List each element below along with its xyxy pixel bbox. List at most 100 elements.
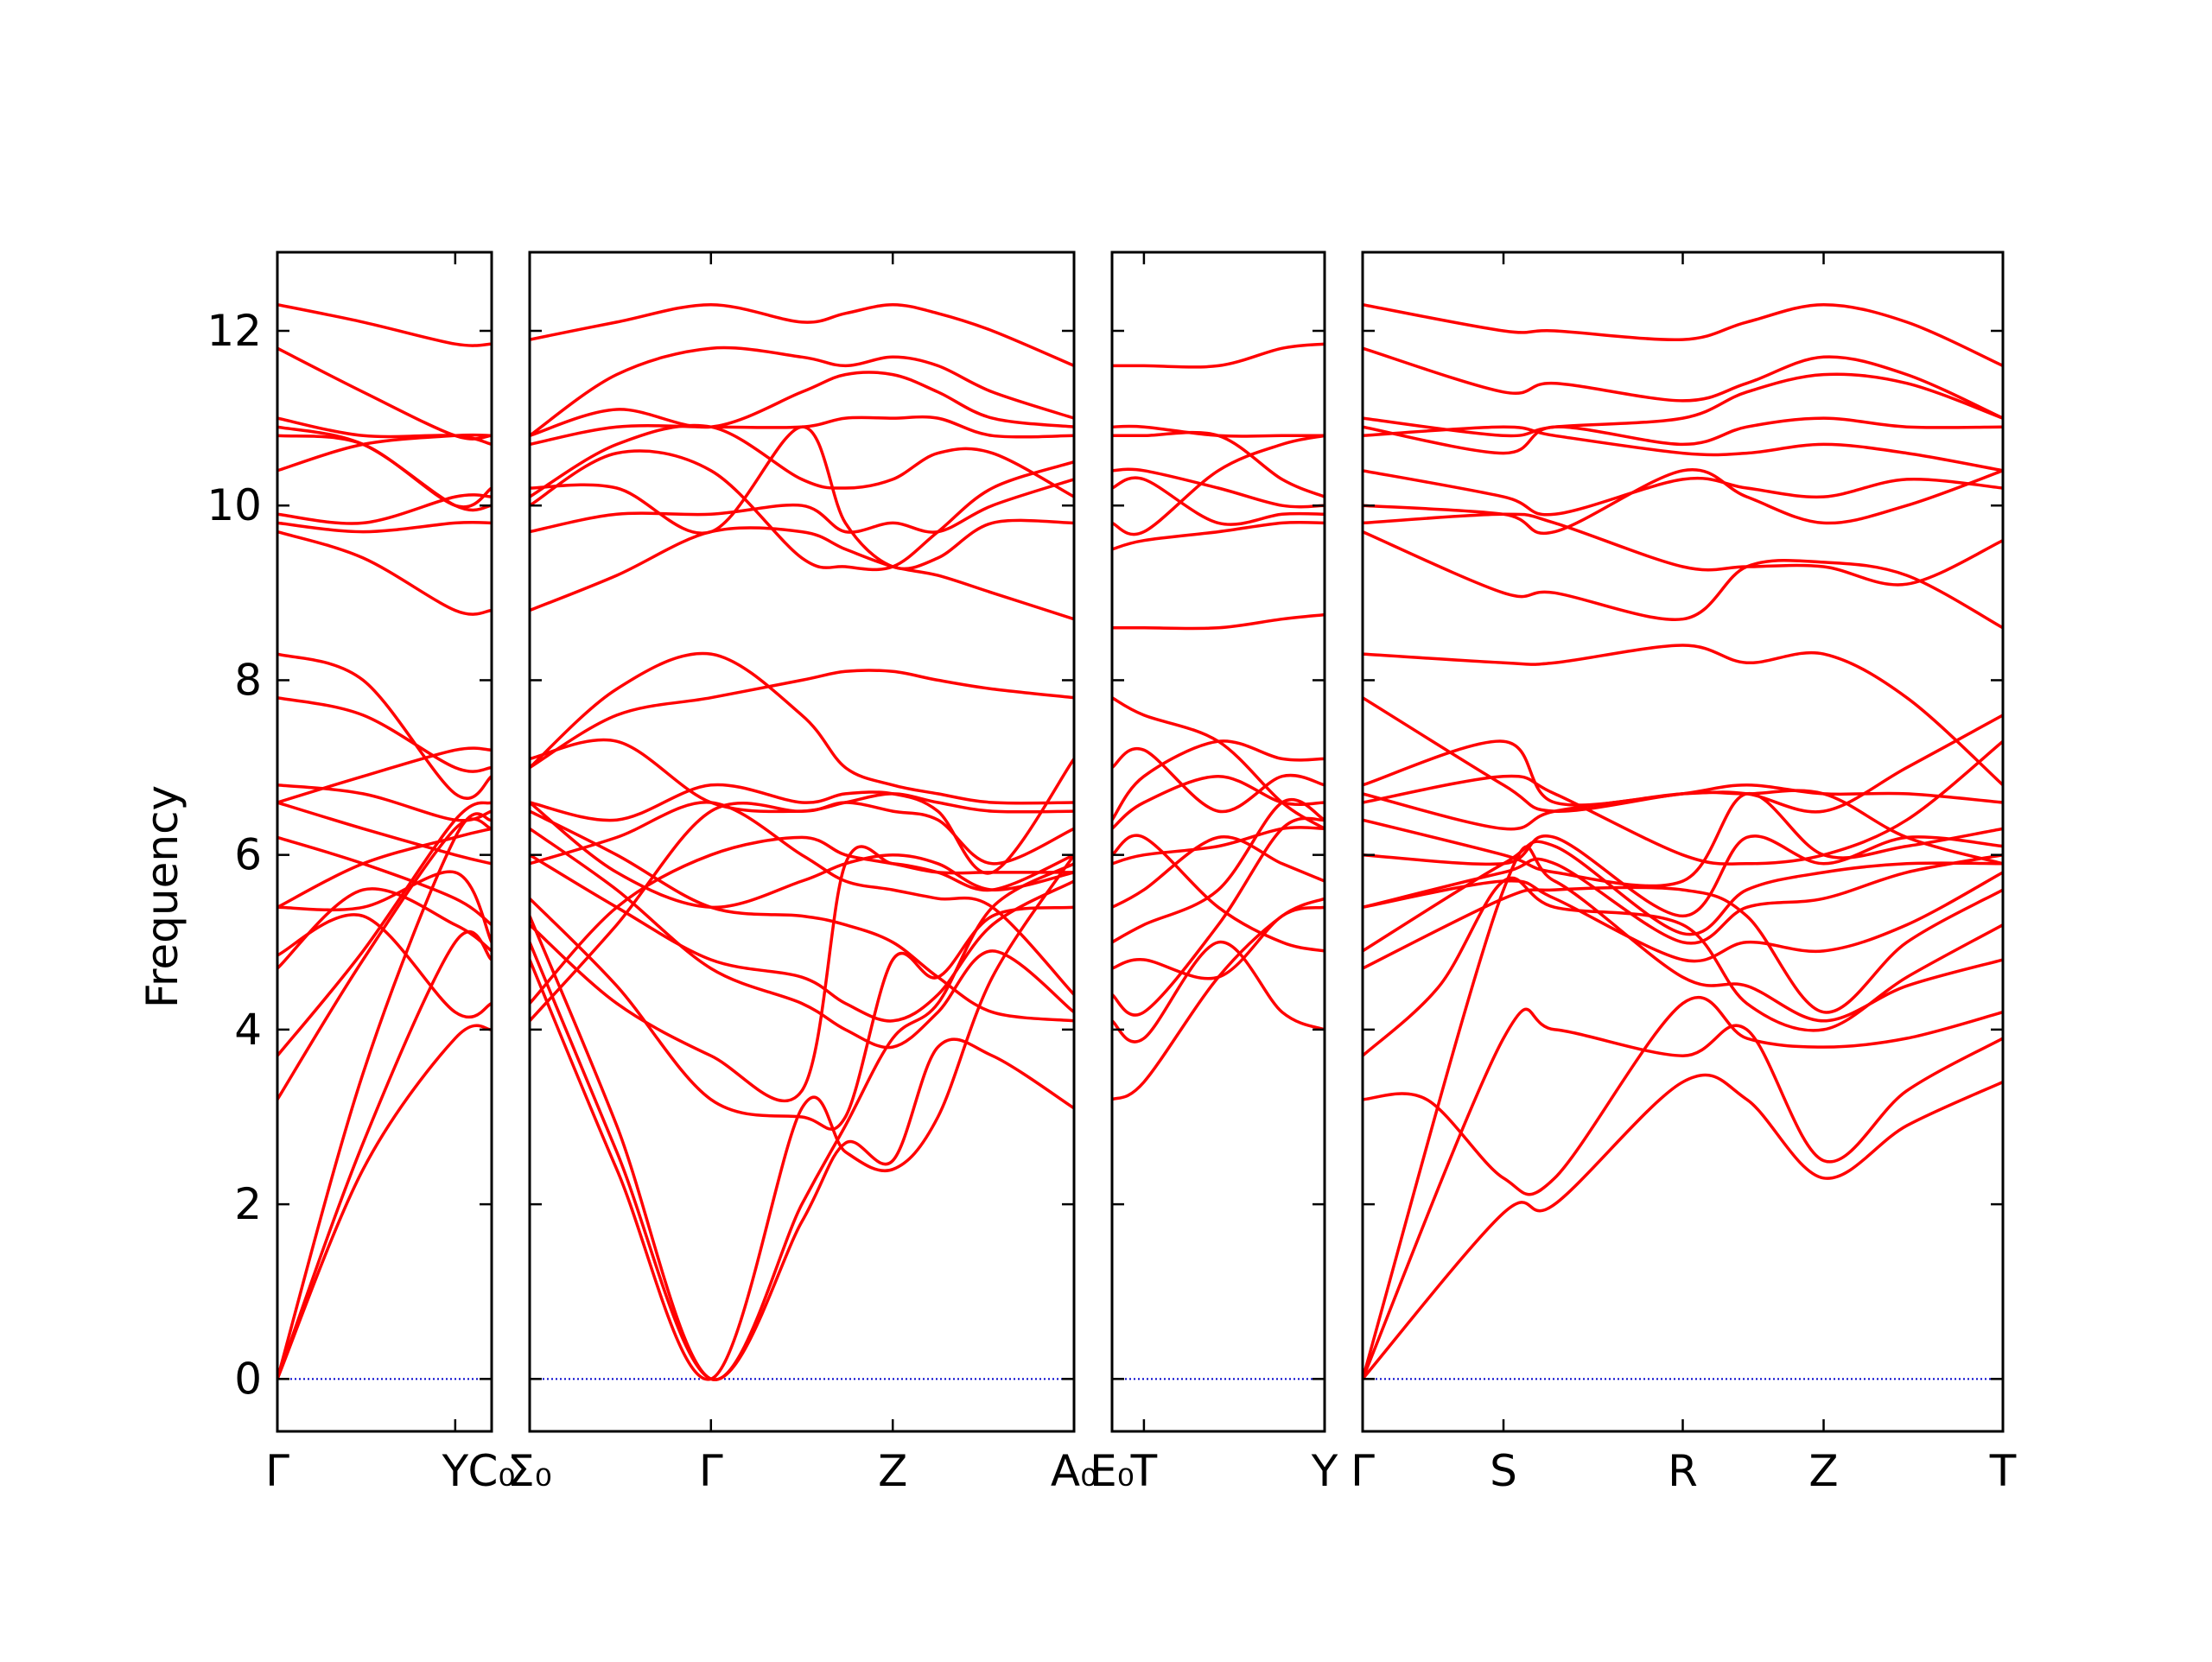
x-tick-label: T	[1989, 1446, 2017, 1496]
band-line	[277, 827, 492, 910]
band-line	[277, 346, 492, 441]
y-tick-label: 6	[234, 830, 262, 880]
band-line	[277, 433, 492, 473]
y-tick-label: 0	[234, 1354, 262, 1404]
band-line	[1363, 425, 2003, 473]
band-line	[530, 302, 1074, 368]
band-line	[277, 520, 492, 534]
x-tick-label: S	[1490, 1446, 1517, 1496]
y-tick-label: 2	[234, 1179, 262, 1229]
band-line	[277, 929, 492, 1381]
x-tick-label: Γ	[699, 1446, 723, 1496]
band-line	[1112, 941, 1325, 1044]
band-line	[1112, 434, 1325, 536]
band-line	[1363, 783, 2003, 831]
band-line	[530, 809, 1074, 1023]
band-line	[1112, 342, 1325, 369]
band-line	[1363, 416, 2003, 455]
band-line	[530, 423, 1074, 498]
y-tick-label: 8	[234, 655, 262, 705]
band-line	[277, 530, 492, 616]
band-line	[1112, 746, 1325, 814]
band-line	[1112, 835, 1325, 910]
band-line	[530, 449, 1074, 572]
x-tick-label: T	[1130, 1446, 1158, 1496]
band-line	[1363, 644, 2003, 787]
band-line	[1363, 739, 2003, 866]
band-line	[530, 801, 1074, 997]
band-line	[277, 652, 492, 800]
band-line	[1363, 372, 2003, 438]
band-line	[530, 827, 1074, 1050]
band-panel-2: Σ₀ Γ Z A₀	[507, 251, 1097, 1496]
band-line	[1112, 695, 1325, 831]
band-line	[530, 897, 1074, 1131]
band-line	[1363, 302, 2003, 368]
band-line	[1363, 853, 2003, 945]
band-line	[1363, 1007, 2003, 1381]
band-line	[1112, 520, 1325, 551]
band-line	[277, 801, 492, 866]
band-line	[530, 845, 1074, 1103]
band-line	[530, 526, 1074, 621]
y-axis-label: Frequency	[137, 785, 188, 1008]
band-line	[1363, 876, 2003, 1057]
band-panel-1: Γ Y C₀	[265, 251, 516, 1496]
band-line	[530, 757, 1074, 875]
band-line	[277, 913, 492, 1019]
band-line	[1363, 995, 2003, 1196]
x-tick-label: E₀	[1090, 1446, 1135, 1496]
band-line	[1112, 797, 1325, 944]
band-line	[530, 853, 1074, 1381]
panel-frame	[1110, 251, 1326, 1433]
band-line	[277, 302, 492, 347]
band-line	[530, 853, 1074, 1023]
x-tick-label: Z	[1808, 1446, 1838, 1496]
band-line	[1112, 476, 1325, 526]
y-tick-label: 4	[234, 1005, 262, 1055]
band-line	[530, 415, 1074, 447]
x-tick-label: Y	[1311, 1446, 1338, 1496]
x-tick-label: A₀	[1051, 1446, 1097, 1496]
band-line	[530, 371, 1074, 438]
band-line	[530, 801, 1074, 910]
band-line	[277, 870, 492, 944]
band-line	[1363, 792, 2003, 888]
band-line	[277, 425, 492, 512]
x-tick-label: Z	[878, 1446, 907, 1496]
y-tick-label: 12	[207, 306, 262, 356]
band-line	[277, 835, 492, 927]
band-line	[1363, 530, 2003, 630]
x-tick-label: Γ	[1351, 1446, 1375, 1496]
x-tick-label: Y	[442, 1446, 469, 1496]
band-line	[277, 801, 492, 1057]
band-line	[1112, 424, 1325, 438]
band-line	[1363, 1073, 2003, 1381]
band-panel-3: E₀T Y	[1090, 251, 1338, 1496]
band-line	[1363, 346, 2003, 420]
band-line	[1112, 612, 1325, 631]
x-tick-label: C₀	[468, 1446, 516, 1496]
band-line	[1112, 905, 1325, 980]
panel-frame	[528, 251, 1076, 1433]
band-line	[530, 425, 1074, 571]
band-line	[1363, 834, 2003, 918]
band-line	[277, 695, 492, 773]
band-line	[530, 478, 1074, 534]
band-line	[277, 1024, 492, 1381]
band-line	[1112, 834, 1325, 953]
band-line	[1112, 774, 1325, 831]
x-tick-label: R	[1668, 1446, 1698, 1496]
band-line	[1363, 695, 2003, 866]
band-line	[277, 746, 492, 804]
band-line	[1363, 469, 2003, 517]
band-line	[530, 738, 1074, 866]
band-line	[530, 651, 1074, 805]
panel-frame	[276, 251, 493, 1433]
band-line	[1363, 885, 2003, 1014]
band-line	[530, 669, 1074, 770]
band-line	[277, 493, 492, 525]
